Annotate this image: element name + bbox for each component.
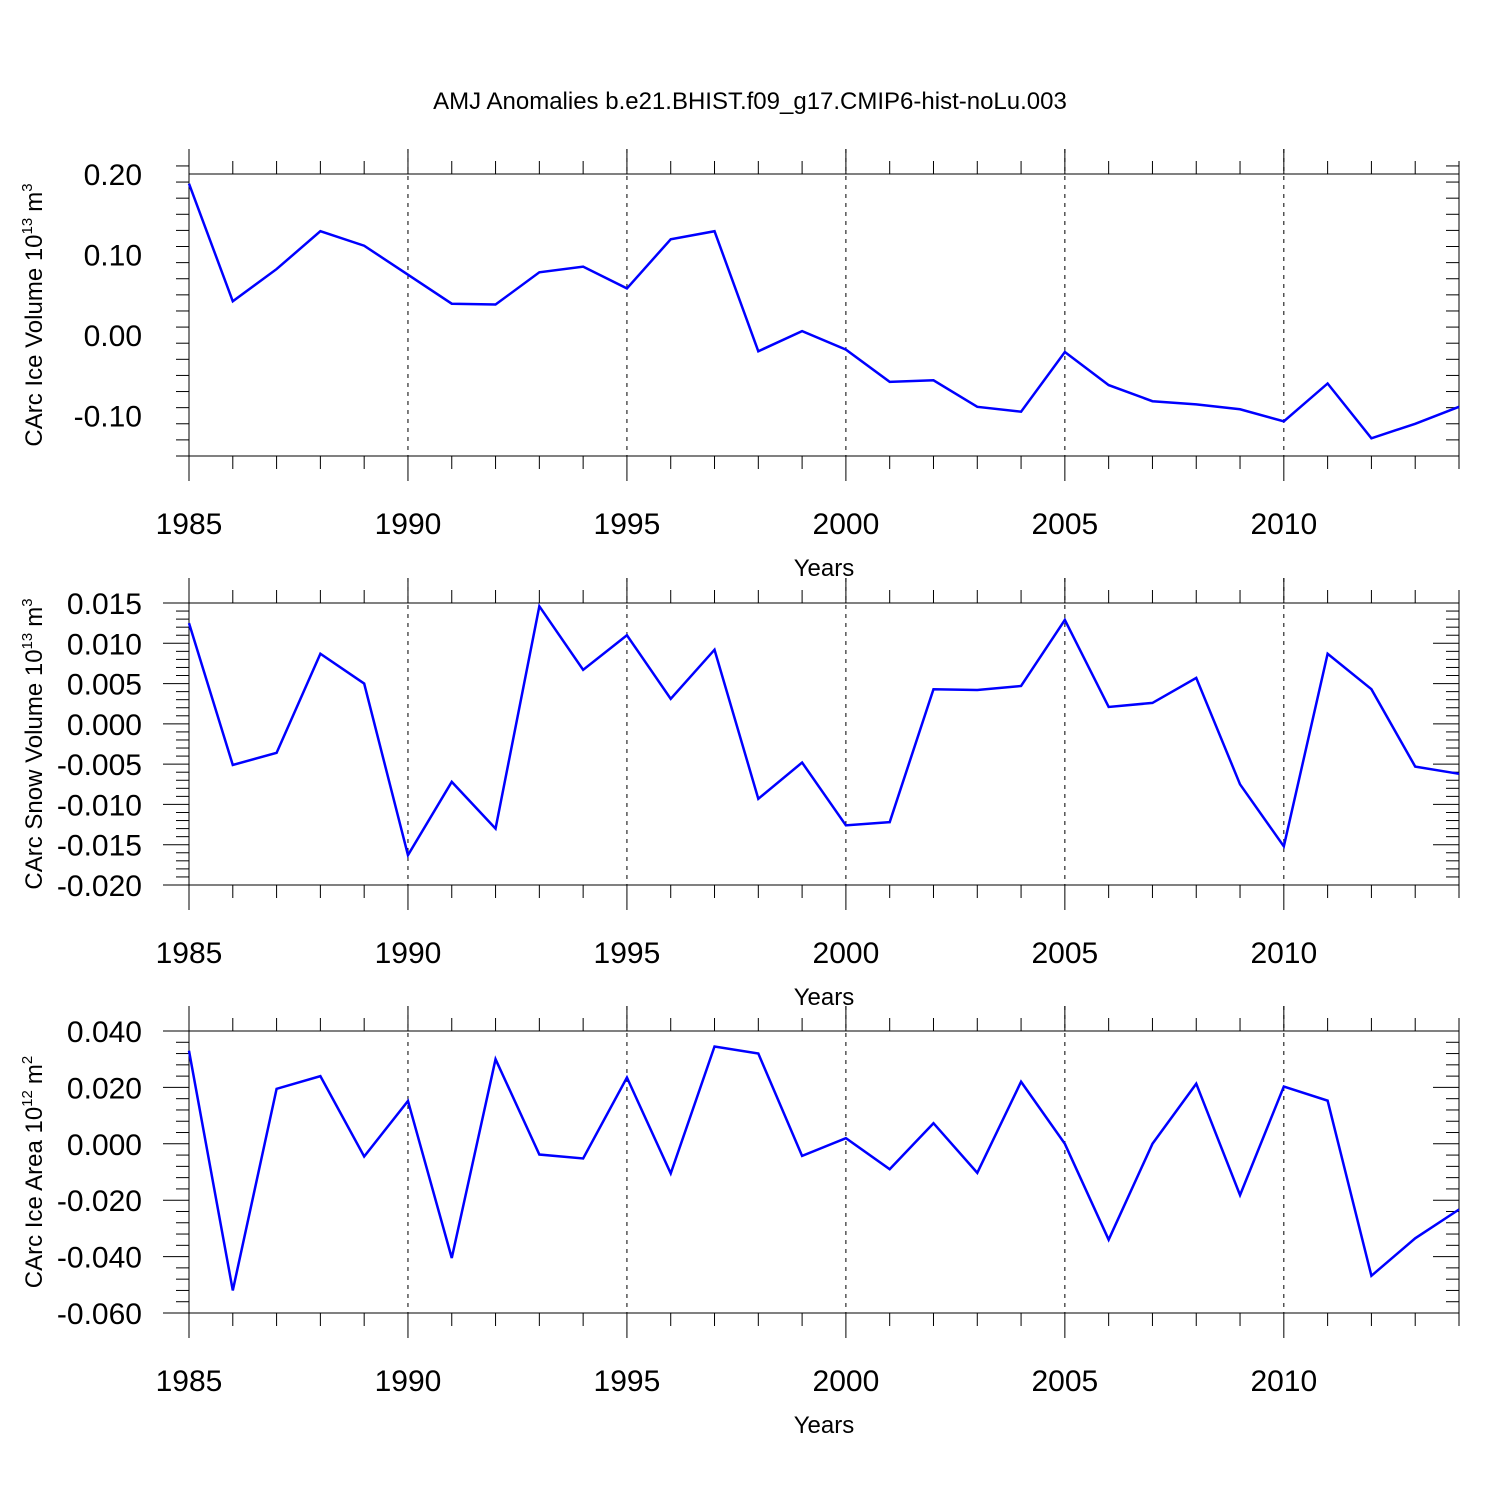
plot-frame	[188, 602, 1460, 886]
y-tick-label: -0.020	[57, 870, 142, 903]
x-tick-label: 1995	[594, 508, 661, 541]
y-axis-label: CArc Ice Volume 1013 m3	[19, 183, 48, 446]
y-axis-label-exponent: 12	[19, 1090, 36, 1107]
y-axis-label-exponent: 13	[19, 633, 36, 650]
x-tick-label: 2005	[1031, 508, 1098, 541]
y-tick-label: -0.010	[57, 789, 142, 822]
y-axis-label-unit-exponent: 3	[19, 598, 36, 606]
y-axis-label-unit: m	[21, 607, 48, 627]
x-tick-label: 1985	[156, 937, 223, 970]
x-tick-label: 1995	[594, 1365, 661, 1398]
y-tick-label: 0.015	[67, 588, 142, 621]
x-tick-label: 1985	[156, 508, 223, 541]
y-axis-label-unit: m	[21, 192, 48, 212]
y-tick-label: 0.010	[67, 628, 142, 661]
chart-title: AMJ Anomalies b.e21.BHIST.f09_g17.CMIP6-…	[433, 88, 1067, 115]
series-line	[187, 183, 1460, 440]
x-tick-label: 2010	[1250, 1365, 1317, 1398]
y-axis-label-main: CArc Snow Volume 10	[21, 649, 48, 889]
y-tick-label: 0.10	[84, 240, 142, 273]
plot-frame	[188, 173, 1460, 457]
y-tick-label: 0.20	[84, 159, 142, 192]
panels: 0.20 0.10 0.00 -0.10 1985 1990 1995 2000 2005 201…	[19, 149, 1460, 1439]
x-tick-label: 2000	[813, 1365, 880, 1398]
y-tick-label: 0.040	[67, 1016, 142, 1049]
x-tick-label: 2000	[813, 508, 880, 541]
panel-2: 0.015 0.010 0.005 0.000 -0.005 -0.010 -0.015 -0…	[19, 578, 1460, 1011]
series-line	[187, 603, 1460, 859]
y-tick-label: 0.00	[84, 320, 142, 353]
y-tick-label: 0.000	[67, 709, 142, 742]
x-tick-label: 2005	[1031, 1365, 1098, 1398]
y-axis-label: CArc Ice Area 1012 m2	[19, 1056, 48, 1288]
y-axis-label-main: CArc Ice Area 10	[21, 1107, 48, 1288]
y-axis-label-unit-exponent: 3	[19, 183, 36, 191]
y-axis-label-main: CArc Ice Volume 10	[21, 234, 48, 446]
y-axis-label-unit-exponent: 2	[19, 1056, 36, 1064]
plot-frame	[188, 1030, 1460, 1314]
x-axis-label: Years	[794, 555, 855, 582]
y-axis-label-unit: m	[21, 1064, 48, 1084]
x-tick-label: 1985	[156, 1365, 223, 1398]
y-tick-label: -0.10	[74, 401, 142, 434]
panel-1: 0.20 0.10 0.00 -0.10 1985 1990 1995 2000 2005 201…	[19, 149, 1460, 582]
x-tick-label: 2010	[1250, 937, 1317, 970]
x-axis-label: Years	[794, 984, 855, 1011]
x-axis-label: Years	[794, 1412, 855, 1439]
y-tick-label: -0.060	[57, 1298, 142, 1331]
x-tick-label: 1990	[375, 937, 442, 970]
y-tick-label: -0.040	[57, 1242, 142, 1275]
y-tick-label: -0.020	[57, 1185, 142, 1218]
x-tick-label: 2005	[1031, 937, 1098, 970]
x-tick-label: 2010	[1250, 508, 1317, 541]
y-tick-label: -0.015	[57, 830, 142, 863]
x-tick-label: 1990	[375, 1365, 442, 1398]
x-tick-label: 2000	[813, 937, 880, 970]
y-tick-label: 0.000	[67, 1129, 142, 1162]
y-tick-label: 0.005	[67, 669, 142, 702]
x-tick-label: 1995	[594, 937, 661, 970]
panel-3: 0.040 0.020 0.000 -0.020 -0.040 -0.060 1985 199…	[19, 1006, 1460, 1439]
y-axis-label: CArc Snow Volume 1013 m3	[19, 598, 48, 889]
y-axis-label-exponent: 13	[19, 218, 36, 235]
y-tick-label: -0.005	[57, 749, 142, 782]
series-line	[187, 1045, 1460, 1291]
y-tick-label: 0.020	[67, 1072, 142, 1105]
x-tick-label: 1990	[375, 508, 442, 541]
